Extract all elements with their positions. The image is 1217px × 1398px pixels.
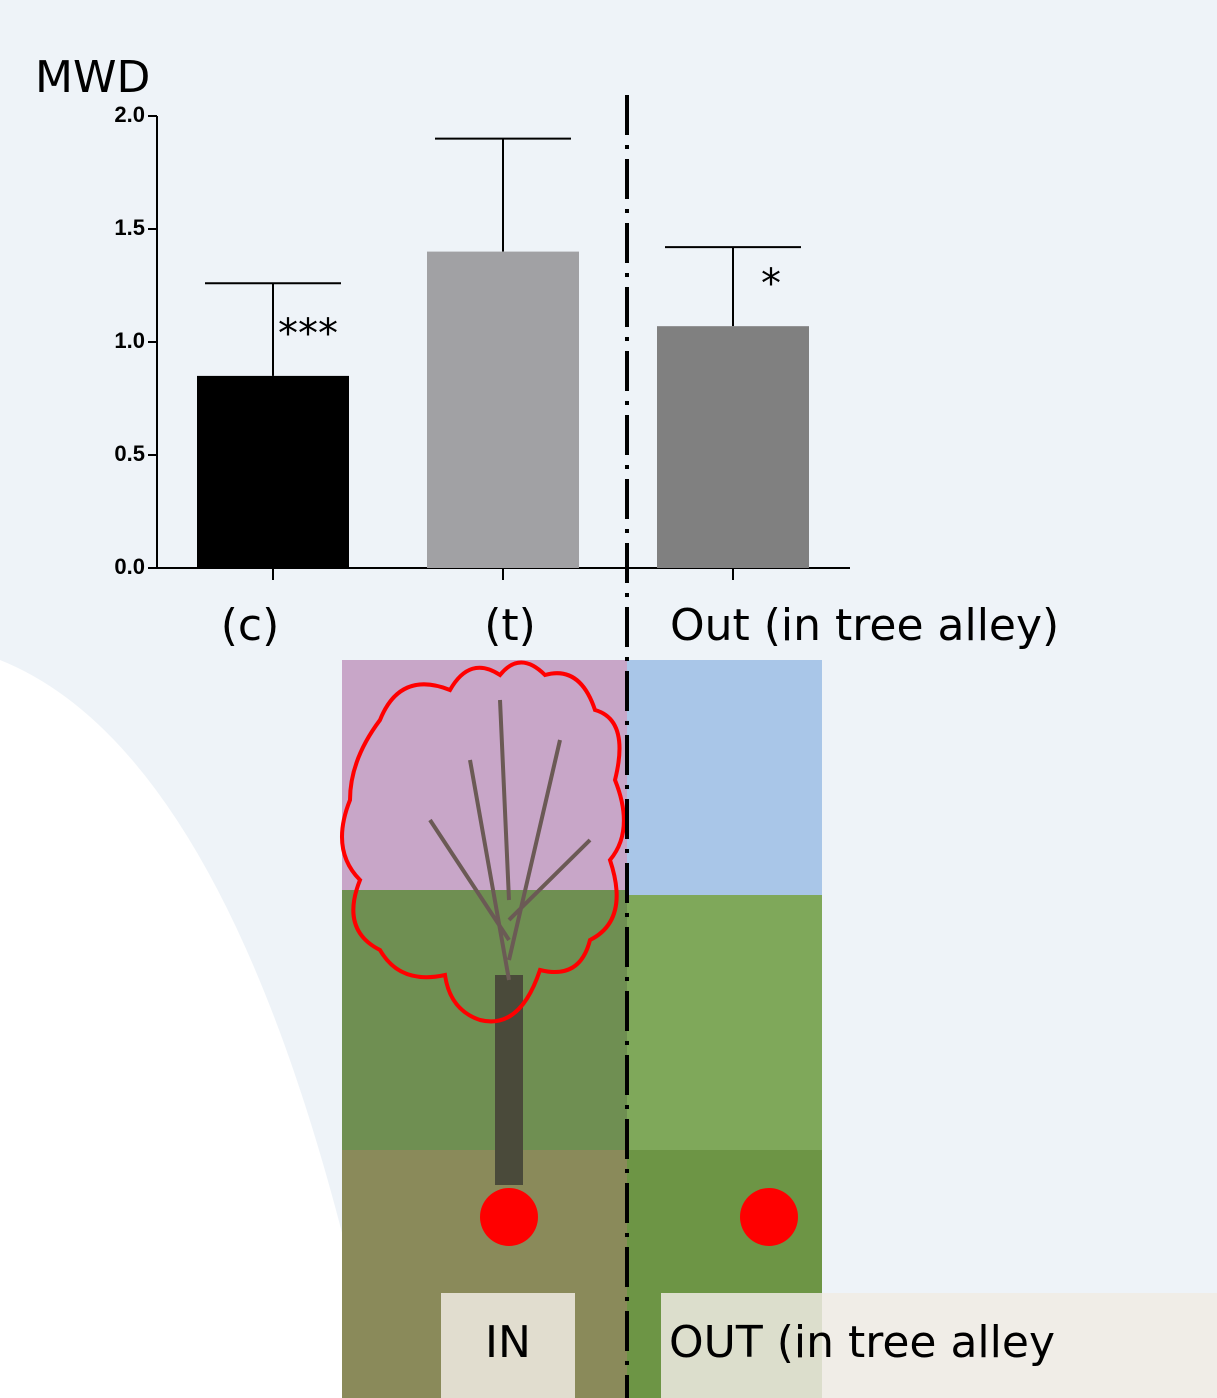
bar xyxy=(657,326,809,568)
sample-dot xyxy=(480,1188,538,1246)
y-tick-label: 1.5 xyxy=(114,215,145,240)
y-tick-label: 0.5 xyxy=(114,441,145,466)
background-curve xyxy=(0,660,380,1398)
sample-dot xyxy=(740,1188,798,1246)
y-axis-label: MWD xyxy=(35,52,150,103)
photo-label: OUT (in tree alley xyxy=(669,1317,1055,1368)
photo-sky-right xyxy=(627,660,822,895)
y-tick-label: 0.0 xyxy=(114,554,145,579)
photo-sky-left xyxy=(342,660,627,890)
significance-label: * xyxy=(761,261,781,307)
photo: IN OUT (in tree alley xyxy=(340,660,1217,1398)
y-tick-label: 2.0 xyxy=(114,102,145,127)
x-tick-label: (t) xyxy=(484,600,536,651)
x-tick-label: (c) xyxy=(221,600,280,651)
tree-crown-outline xyxy=(340,660,626,1024)
tree-branches xyxy=(428,699,592,981)
x-tick-label: Out (in tree alley) xyxy=(670,600,1059,651)
label-box xyxy=(441,1293,575,1398)
y-tick-label: 1.0 xyxy=(114,328,145,353)
bar xyxy=(197,375,349,568)
bar xyxy=(427,251,579,568)
photo-label: IN xyxy=(485,1317,531,1368)
label-box xyxy=(661,1293,1217,1398)
significance-label: *** xyxy=(278,311,338,357)
